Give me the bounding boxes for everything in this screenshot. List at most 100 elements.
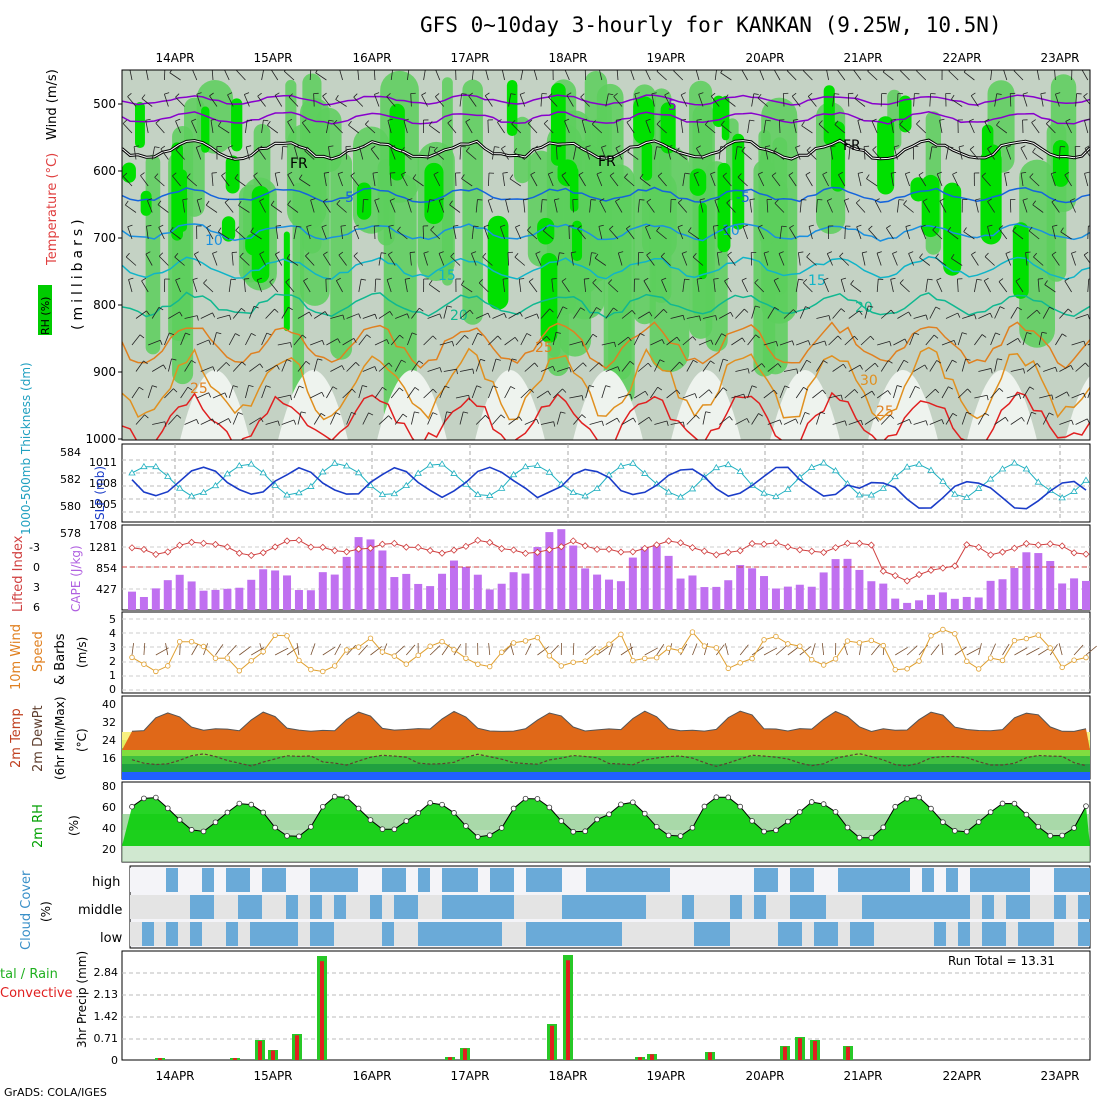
wind-barb-flag — [368, 412, 374, 416]
cape-bar — [175, 574, 184, 610]
wind10-barb — [286, 646, 299, 656]
cape-bar — [950, 598, 959, 610]
wind-barb — [680, 94, 688, 107]
cloud-cell — [694, 868, 706, 892]
cloud-cell — [1078, 895, 1090, 919]
wind-barb-flag — [492, 385, 498, 389]
wind-barb-flag — [648, 416, 653, 422]
wind-barb-flag — [277, 420, 280, 426]
wind-barb-flag — [987, 198, 992, 202]
wind-barb — [909, 386, 916, 399]
thickness-marker — [223, 470, 232, 477]
cloud-cell — [334, 922, 346, 946]
rh-dry-patch — [967, 370, 1037, 440]
wind-barb-flag — [826, 66, 831, 67]
wind-barb — [646, 254, 655, 266]
wind-barb-flag — [1048, 412, 1054, 416]
wind-barb-flag — [645, 66, 650, 68]
wind-barb — [929, 146, 933, 160]
wind-barb — [1025, 252, 1028, 266]
cloud-cell — [730, 895, 742, 919]
wind-barb-flag — [260, 417, 264, 423]
wind-barb-flag — [608, 93, 614, 96]
wind-barb-flag — [353, 224, 359, 228]
wind-barb — [497, 121, 505, 134]
wind-barb — [433, 174, 441, 187]
wind-barb — [1055, 94, 1060, 107]
cloud-cell — [754, 868, 766, 892]
wind-barb-flag — [257, 92, 262, 97]
wind-barb — [702, 411, 707, 425]
cloud-cell — [298, 922, 310, 946]
wind-barb — [866, 178, 878, 187]
wind-barb-flag — [697, 278, 703, 280]
wind-barb — [616, 70, 619, 81]
cloud-cell — [202, 895, 214, 919]
wind-barb — [485, 70, 489, 81]
rh-tick-label: 40 — [102, 822, 116, 835]
wind-barb-flag — [1032, 147, 1036, 153]
temp-unit: (°C) — [75, 728, 89, 752]
wind-barb-flag — [122, 119, 128, 124]
wind-barb-flag — [387, 118, 393, 121]
wind-barb-flag — [155, 119, 160, 124]
lifted-index-marker — [235, 549, 243, 557]
wind-tick-label: 0 — [109, 683, 116, 696]
wind-barb — [963, 231, 975, 240]
bottom-date-label: 14APR — [155, 1069, 194, 1083]
cloud-cell — [838, 868, 850, 892]
cloud-cell — [1078, 922, 1090, 946]
wind-barb-flag — [896, 385, 902, 388]
wind-barb — [196, 392, 209, 399]
precip-conv-bar — [158, 1058, 162, 1060]
wind-barb-flag — [741, 337, 746, 343]
wind-barb-flag — [224, 392, 228, 398]
cape-bar — [259, 569, 268, 610]
wind-barb-flag — [194, 251, 199, 255]
wind-barb — [727, 254, 736, 266]
wind-speed-marker — [582, 658, 588, 664]
precip-conv-bar — [813, 1041, 817, 1060]
wind-barb-flag — [274, 92, 280, 96]
wind-barb — [141, 280, 149, 293]
millibars-label: (millibars) — [70, 215, 86, 330]
cape-bar — [211, 589, 220, 610]
wind-barb-flag — [287, 171, 293, 175]
wind-barb — [245, 146, 250, 160]
wind10-barb — [131, 643, 134, 656]
wind-barb — [471, 385, 478, 399]
wind-barb-flag — [975, 198, 981, 201]
precip-conv-bar — [463, 1048, 467, 1060]
wind-barb-flag — [465, 118, 471, 123]
precip-conv-bar — [566, 960, 570, 1060]
wind10-barb — [871, 644, 880, 656]
wind-speed-marker — [236, 668, 243, 674]
cloud-cell — [166, 868, 178, 892]
wind-barb-flag — [850, 279, 854, 285]
cloud-cell — [502, 868, 514, 892]
wind-barb-flag — [389, 198, 395, 201]
wind-barb-flag — [676, 147, 680, 152]
rh-marker — [248, 801, 255, 808]
lifted-index-marker — [963, 541, 971, 549]
wind-barb-flag — [275, 251, 280, 255]
cape-bar — [652, 545, 661, 610]
wind-barb — [577, 228, 586, 240]
wind-barb-flag — [288, 93, 293, 98]
wind-barb-flag — [601, 145, 607, 148]
wind-barb — [455, 394, 469, 399]
cape-bar — [688, 575, 697, 610]
cloud-cell — [622, 922, 634, 946]
wind-barb-flag — [502, 172, 508, 174]
wind10-barb — [1014, 647, 1028, 656]
wind-barb — [438, 200, 445, 213]
wind10-barb — [143, 642, 146, 656]
cloud-cell — [478, 868, 490, 892]
wind-barb-flag — [351, 388, 356, 393]
wind-barb — [569, 341, 583, 346]
cloud-cell — [442, 895, 454, 919]
wind-barb — [310, 199, 315, 213]
wind-barb-flag — [535, 251, 541, 254]
wind-barb-flag — [904, 338, 908, 344]
cloud-cell — [910, 868, 922, 892]
